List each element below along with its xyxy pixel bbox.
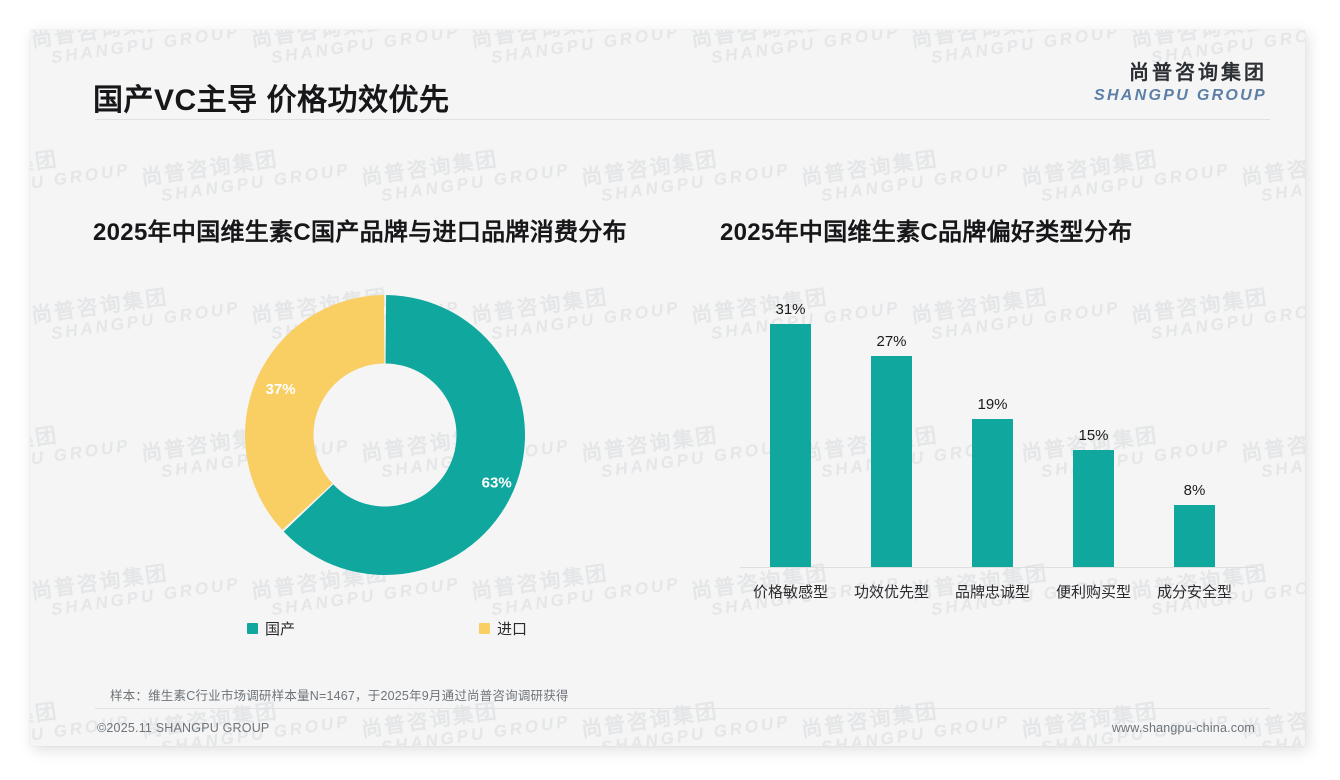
footer-divider: [95, 708, 1270, 709]
header-divider: [95, 119, 1270, 120]
bar-便利购买型[interactable]: [1073, 450, 1114, 568]
legend-swatch-icon-jinkou: [478, 623, 490, 634]
donut-slice-label-jinkou: 37%: [266, 381, 296, 398]
legend-item-jinkou[interactable]: 进口: [478, 618, 527, 639]
bar-plot-area: 31% 价格敏感型 27% 功效优先型 19% 品牌忠诚型 15% 便利购买型 8% 成分安全型: [740, 285, 1255, 601]
slide-canvas: 尚普咨询集团 SHANGPU GROUP 尚普咨询集团 SHANGPU GROUP 尚普…: [30, 30, 1305, 746]
bar-category-label: 便利购买型: [1055, 584, 1131, 601]
bar-value-label: 19%: [977, 395, 1008, 413]
bar-value-label: 15%: [1078, 427, 1109, 445]
donut-chart: 63% 37%: [240, 290, 530, 580]
bar-value-label: 31%: [775, 301, 806, 319]
bar-chart-title: 2025年中国维生素C品牌偏好类型分布: [720, 219, 1133, 246]
donut-svg: 63% 37%: [245, 295, 525, 575]
donut-slice-进口[interactable]: [245, 295, 385, 531]
donut-slice-label-guochan: 63%: [482, 474, 512, 491]
chart-panel-donut: 2025年中国维生素C国产品牌与进口品牌消费分布 63% 37% 国产 进口: [65, 190, 705, 670]
bar-category-label: 成分安全型: [1156, 584, 1232, 601]
donut-legend: 国产 进口: [247, 618, 527, 639]
donut-chart-title: 2025年中国维生素C国产品牌与进口品牌消费分布: [93, 219, 627, 246]
bar-category-label: 品牌忠诚型: [954, 584, 1030, 601]
chart-panel-bar: 2025年中国维生素C品牌偏好类型分布 31% 价格敏感型 27% 功效优先型 19% 品…: [706, 190, 1276, 670]
brand-logo: 尚普咨询集团 SHANGPU GROUP: [1094, 61, 1267, 106]
legend-label-guochan: 国产: [265, 621, 296, 638]
legend-swatch-icon-guochan: [247, 623, 258, 634]
donut-slice-国产[interactable]: [283, 295, 525, 575]
source-note: 样本：维生素C行业市场调研样本量N=1467，于2025年9月通过尚普咨询调研获…: [110, 689, 569, 703]
bar-column: 8% 成分安全型: [1144, 285, 1245, 601]
bar-chart: 31% 价格敏感型 27% 功效优先型 19% 品牌忠诚型 15% 便利购买型 8% 成分安全型: [720, 285, 1265, 605]
brand-name-cn: 尚普咨询集团: [1129, 62, 1267, 84]
footer-copyright: ©2025.11 SHANGPU GROUP: [97, 721, 270, 735]
footer-url[interactable]: www.shangpu-china.com: [1111, 721, 1255, 735]
bar-功效优先型[interactable]: [871, 355, 912, 568]
bar-category-label: 价格敏感型: [752, 584, 828, 601]
bar-价格敏感型[interactable]: [770, 324, 811, 568]
bar-value-label: 27%: [876, 332, 907, 350]
bar-baseline-axis: [740, 567, 1255, 568]
slide-header: 国产VC主导 价格功效优先 尚普咨询集团 SHANGPU GROUP: [30, 30, 1305, 120]
bar-value-label: 8%: [1183, 482, 1206, 500]
brand-name-en: SHANGPU GROUP: [1093, 87, 1267, 104]
bar-column: 31% 价格敏感型: [740, 285, 841, 601]
legend-label-jinkou: 进口: [496, 621, 527, 638]
bar-category-label: 功效优先型: [853, 584, 929, 601]
bar-column: 19% 品牌忠诚型: [942, 285, 1043, 601]
legend-item-guochan[interactable]: 国产: [247, 618, 295, 639]
bar-成分安全型[interactable]: [1174, 505, 1215, 568]
bar-column: 27% 功效优先型: [841, 285, 942, 601]
page-title: 国产VC主导 价格功效优先: [93, 84, 450, 117]
slide-footer: ©2025.11 SHANGPU GROUP www.shangpu-china…: [30, 712, 1305, 746]
bar-品牌忠诚型[interactable]: [972, 418, 1013, 568]
bar-column: 15% 便利购买型: [1043, 285, 1144, 601]
